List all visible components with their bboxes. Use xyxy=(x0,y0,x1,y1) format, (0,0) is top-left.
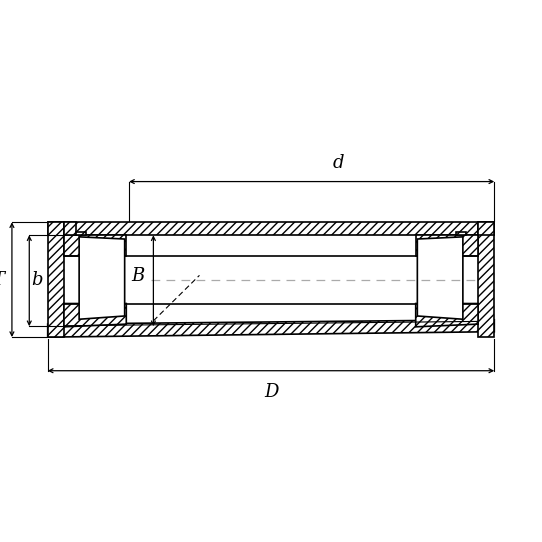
Polygon shape xyxy=(64,304,126,327)
Polygon shape xyxy=(478,222,494,235)
Polygon shape xyxy=(48,320,494,337)
Text: T: T xyxy=(0,270,4,289)
Text: D: D xyxy=(264,383,278,401)
Polygon shape xyxy=(416,304,478,327)
Polygon shape xyxy=(478,222,494,337)
Polygon shape xyxy=(79,237,125,319)
Polygon shape xyxy=(64,235,126,256)
Polygon shape xyxy=(76,232,86,235)
Text: d: d xyxy=(333,154,345,172)
Polygon shape xyxy=(48,222,64,337)
Polygon shape xyxy=(416,235,478,256)
Text: B: B xyxy=(132,267,145,286)
Text: b: b xyxy=(31,270,43,289)
Polygon shape xyxy=(417,237,463,319)
Polygon shape xyxy=(456,232,466,235)
Polygon shape xyxy=(48,222,494,235)
Polygon shape xyxy=(64,222,76,235)
